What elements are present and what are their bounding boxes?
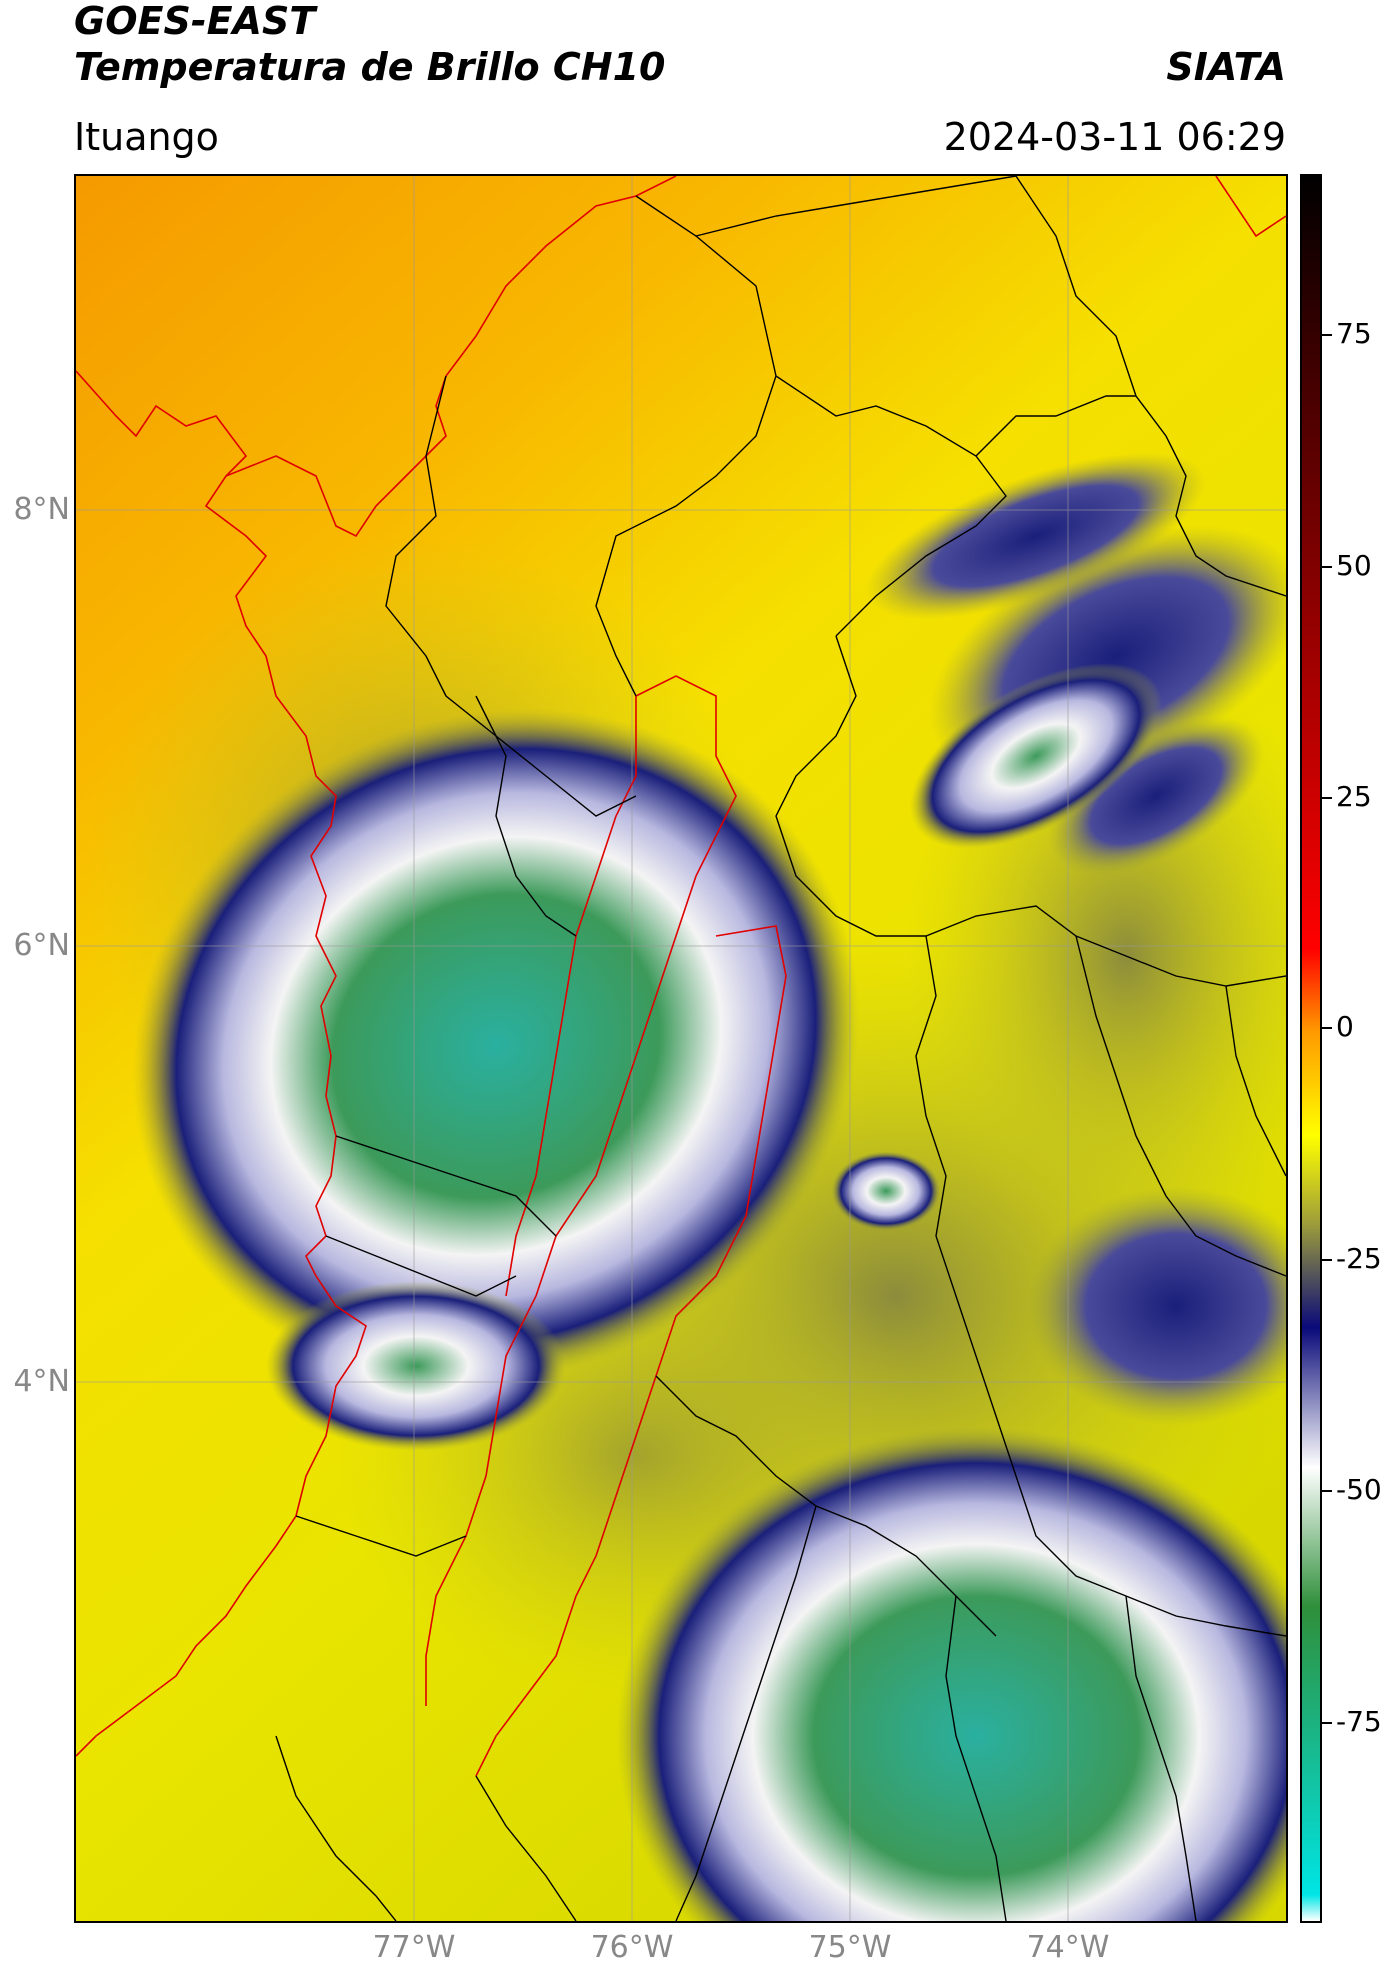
colorbar-tick (1322, 566, 1332, 568)
satellite-map (74, 174, 1288, 1923)
map-canvas (76, 176, 1286, 1921)
colorbar-tick (1322, 1722, 1332, 1724)
lon-label-75w: 75°W (808, 1930, 892, 1965)
lat-label-8n: 8°N (13, 492, 70, 527)
colorbar-label-0: 0 (1336, 1010, 1354, 1043)
colorbar-tick (1322, 797, 1332, 799)
colorbar-label-minus50: -50 (1336, 1473, 1382, 1506)
lon-label-77w: 77°W (372, 1930, 456, 1965)
lat-label-6n: 6°N (13, 928, 70, 963)
colorbar-label-minus75: -75 (1336, 1705, 1382, 1738)
colorbar-tick (1322, 1490, 1332, 1492)
product-title: Temperatura de Brillo CH10 (74, 45, 666, 89)
lon-label-74w: 74°W (1026, 1930, 1110, 1965)
timestamp-label: 2024-03-11 06:29 (943, 115, 1286, 159)
colorbar-tick (1322, 1027, 1332, 1029)
colorbar-tick (1322, 1259, 1332, 1261)
org-label: SIATA (1166, 45, 1286, 89)
lat-label-4n: 4°N (13, 1364, 70, 1399)
colorbar-label-75: 75 (1336, 317, 1372, 350)
colorbar (1300, 174, 1322, 1923)
colorbar-tick (1322, 334, 1332, 336)
satellite-title: GOES-EAST (74, 0, 316, 43)
region-label: Ituango (74, 115, 219, 159)
colorbar-label-25: 25 (1336, 780, 1372, 813)
colorbar-label-minus25: -25 (1336, 1242, 1382, 1275)
lon-label-76w: 76°W (590, 1930, 674, 1965)
colorbar-label-50: 50 (1336, 549, 1372, 582)
